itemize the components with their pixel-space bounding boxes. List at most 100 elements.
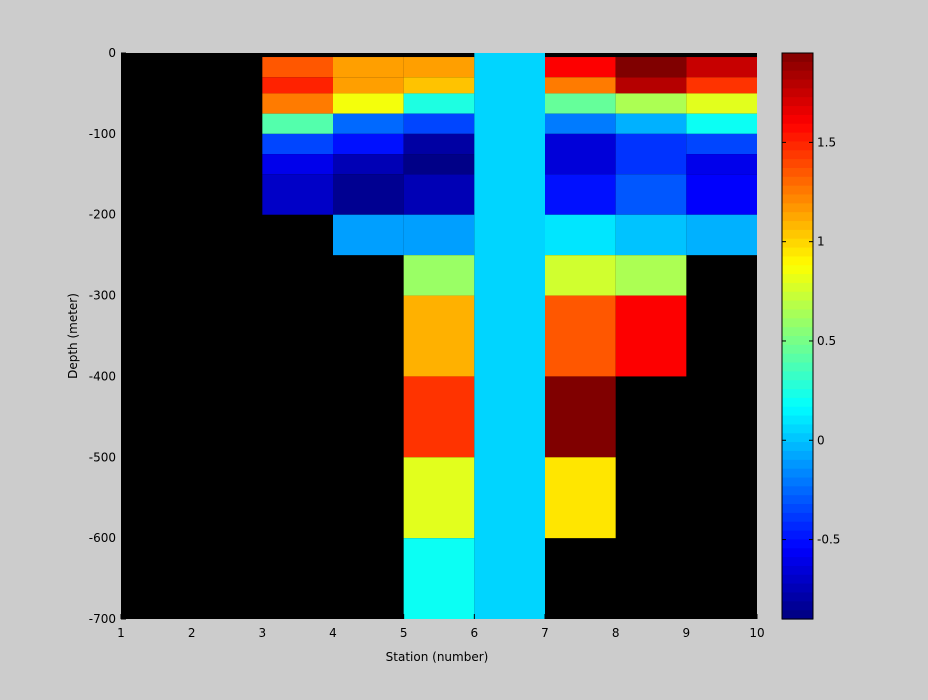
heatmap-cell	[545, 113, 616, 134]
heatmap-cell	[262, 154, 333, 175]
colorbar-segment	[782, 238, 813, 249]
colorbar-tick-label: 1	[817, 235, 825, 249]
heatmap-cell	[403, 376, 475, 458]
colorbar-segment	[782, 353, 813, 364]
heatmap-cell	[615, 295, 687, 377]
colorbar-tick-label: 1.5	[817, 135, 836, 149]
x-tick-label: 1	[117, 626, 125, 640]
heatmap-cell	[615, 57, 687, 78]
colorbar-segment	[782, 344, 813, 355]
heatmap-cell	[262, 133, 333, 155]
colorbar-segment	[782, 150, 813, 160]
colorbar-segment	[782, 318, 813, 328]
colorbar-segment	[782, 159, 813, 169]
colorbar-tick-label: 0	[817, 433, 825, 447]
colorbar-segment	[782, 141, 813, 151]
heatmap-cell	[545, 77, 616, 94]
colorbar-segment	[782, 70, 813, 81]
y-tick-label: -500	[89, 450, 116, 464]
heatmap-cell	[615, 214, 687, 256]
heatmap-cell	[686, 154, 757, 175]
colorbar-segment	[782, 282, 813, 293]
x-tick-label: 7	[541, 626, 549, 640]
x-tick-label: 4	[329, 626, 337, 640]
plot-axes: 1 2 3 4 5 6 7 8 9 10 0 -100 -200 -300 -400 -500 -600 -700	[89, 46, 765, 640]
colorbar-frame	[781, 52, 814, 620]
heatmap-cell	[333, 93, 404, 114]
heatmap-cell	[615, 113, 687, 134]
heatmap-cell	[545, 57, 616, 78]
colorbar-segment	[782, 601, 813, 611]
colorbar-segment	[782, 486, 813, 496]
heatmap-cell	[403, 214, 475, 256]
colorbar-segment	[782, 309, 813, 319]
heatmap-cell	[333, 174, 404, 215]
colorbar-segment	[782, 504, 813, 514]
heatmap-cell	[262, 77, 333, 94]
heatmap-cell	[545, 295, 616, 377]
heatmap-cell	[686, 133, 757, 155]
heatmap-cell	[403, 174, 475, 215]
heatmap-cell	[403, 93, 475, 114]
x-tick-label: 2	[188, 626, 196, 640]
colorbar-segment	[782, 53, 813, 63]
colorbar-segment	[782, 371, 813, 381]
colorbar-segment	[782, 433, 813, 443]
heatmap-cell	[403, 538, 475, 619]
colorbar-segment	[782, 530, 813, 541]
y-tick-label: -200	[89, 208, 116, 222]
colorbar: -0.5 0 0.5 1 1.5	[781, 52, 840, 620]
colorbar-segment	[782, 229, 813, 240]
colorbar-segment	[782, 610, 813, 620]
colorbar-segment	[782, 557, 813, 567]
x-tick-label: 8	[612, 626, 620, 640]
heatmap-cell	[333, 154, 404, 175]
colorbar-segment	[782, 123, 813, 134]
colorbar-segment	[782, 565, 813, 576]
colorbar-segment	[782, 592, 813, 602]
x-tick-label: 9	[683, 626, 691, 640]
heatmap-cell	[403, 295, 475, 377]
colorbar-segment	[782, 106, 813, 116]
colorbar-segment	[782, 274, 813, 284]
colorbar-segment	[782, 459, 813, 470]
y-axis-label: Depth (meter)	[66, 293, 80, 379]
heatmap-cell	[545, 174, 616, 215]
colorbar-segment	[782, 194, 813, 204]
heatmap-cell	[333, 214, 404, 256]
heatmap-cell	[545, 457, 616, 539]
heatmap-cell	[403, 457, 475, 539]
colorbar-segment	[782, 256, 813, 266]
y-tick-label: -300	[89, 289, 116, 303]
colorbar-segment	[782, 583, 813, 594]
heatmap-cell	[403, 57, 475, 78]
colorbar-segment	[782, 114, 813, 125]
heatmap-cell	[403, 113, 475, 134]
colorbar-segment	[782, 397, 813, 408]
heatmap-cell	[403, 133, 475, 155]
y-tick-label: -600	[89, 531, 116, 545]
colorbar-segment	[782, 221, 813, 231]
colorbar-segment	[782, 167, 813, 178]
colorbar-segment	[782, 132, 813, 143]
heatmap-cell	[262, 174, 333, 215]
heatmap-cell	[686, 214, 757, 256]
heatmap-cell	[686, 77, 757, 94]
colorbar-segment	[782, 521, 813, 532]
heatmap-cell	[403, 154, 475, 175]
colorbar-segment	[782, 380, 813, 390]
colorbar-segment	[782, 362, 813, 372]
colorbar-segment	[782, 79, 813, 89]
heatmap-cell	[545, 133, 616, 175]
heatmap-cell	[615, 174, 687, 215]
colorbar-tick-label: 0.5	[817, 334, 836, 348]
colorbar-segment	[782, 477, 813, 487]
colorbar-segment	[782, 389, 813, 399]
heatmap-cell	[262, 57, 333, 78]
colorbar-segment	[782, 97, 813, 107]
x-tick-label: 10	[749, 626, 764, 640]
colorbar-segment	[782, 185, 813, 196]
heatmap-cell	[686, 113, 757, 134]
